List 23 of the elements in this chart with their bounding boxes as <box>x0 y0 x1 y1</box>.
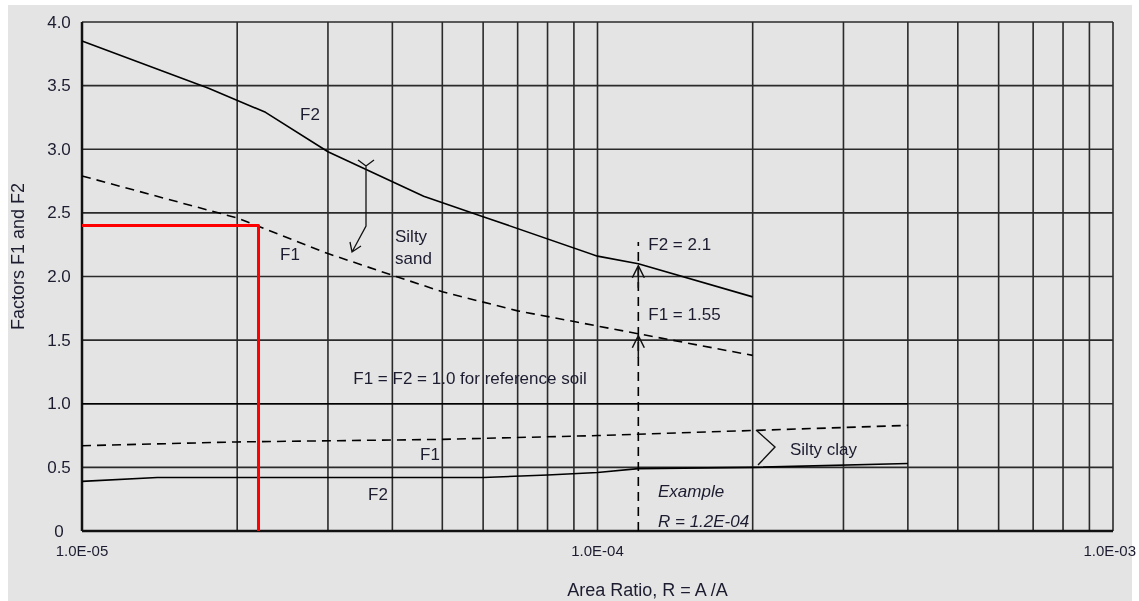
y-tick-label: 0.5 <box>47 457 71 477</box>
series-label: F2 <box>300 105 320 124</box>
annotation: F1 = 1.55 <box>648 304 721 324</box>
y-tick-label: 4.0 <box>47 12 71 32</box>
series-label: F1 <box>420 445 440 464</box>
x-tick-label: 1.0E-05 <box>55 542 109 559</box>
y-tick-label: 2.5 <box>47 203 71 223</box>
annotation: Silty sand <box>395 227 432 268</box>
y-tick-label: 1.0 <box>47 394 71 414</box>
y-tick-label: 1.5 <box>47 330 71 350</box>
y-tick-label: 3.0 <box>47 139 71 159</box>
annotation: R = 1.2E-04 <box>658 512 750 531</box>
series-label: F1 <box>280 245 300 264</box>
y-tick-label: 3.5 <box>47 76 71 96</box>
x-axis-title: Area Ratio, R = A /A <box>567 580 728 600</box>
y-axis-title: Factors F1 and F2 <box>8 182 28 331</box>
y-tick-label: 0 <box>54 521 64 541</box>
annotation: F2 = 2.1 <box>648 234 712 254</box>
x-tick-label: 1.0E-04 <box>571 542 624 559</box>
x-tick-label: 1.0E-03 <box>1083 542 1136 559</box>
annotation: Example <box>658 482 725 501</box>
series-label: F2 <box>368 485 388 504</box>
y-tick-label: 2.0 <box>47 267 71 286</box>
